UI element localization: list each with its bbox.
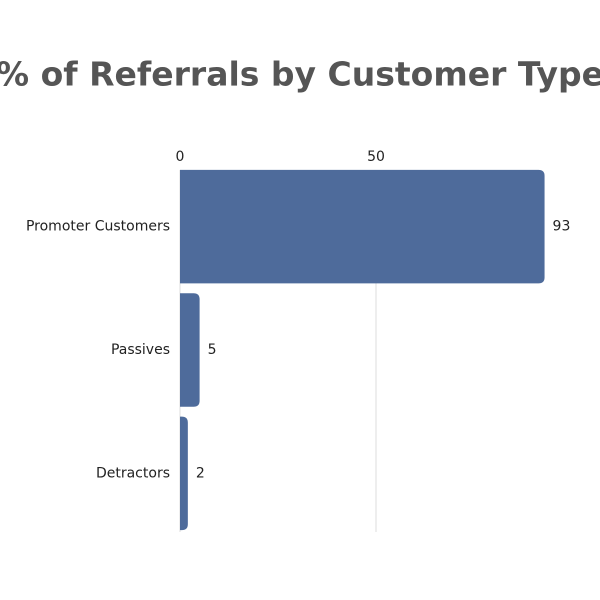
value-label: 2 bbox=[196, 465, 205, 481]
value-label: 5 bbox=[208, 342, 217, 358]
y-tick-label: Promoter Customers bbox=[26, 219, 170, 235]
y-tick-label: Passives bbox=[111, 342, 170, 358]
chart-title: % of Referrals by Customer Type bbox=[0, 55, 600, 94]
x-tick-label: 50 bbox=[367, 149, 385, 165]
bar bbox=[180, 416, 188, 531]
value-label: 93 bbox=[553, 219, 571, 235]
bar bbox=[180, 293, 200, 407]
y-tick-label: Detractors bbox=[96, 465, 170, 481]
bar bbox=[180, 169, 545, 284]
x-tick-label: 0 bbox=[176, 149, 185, 165]
